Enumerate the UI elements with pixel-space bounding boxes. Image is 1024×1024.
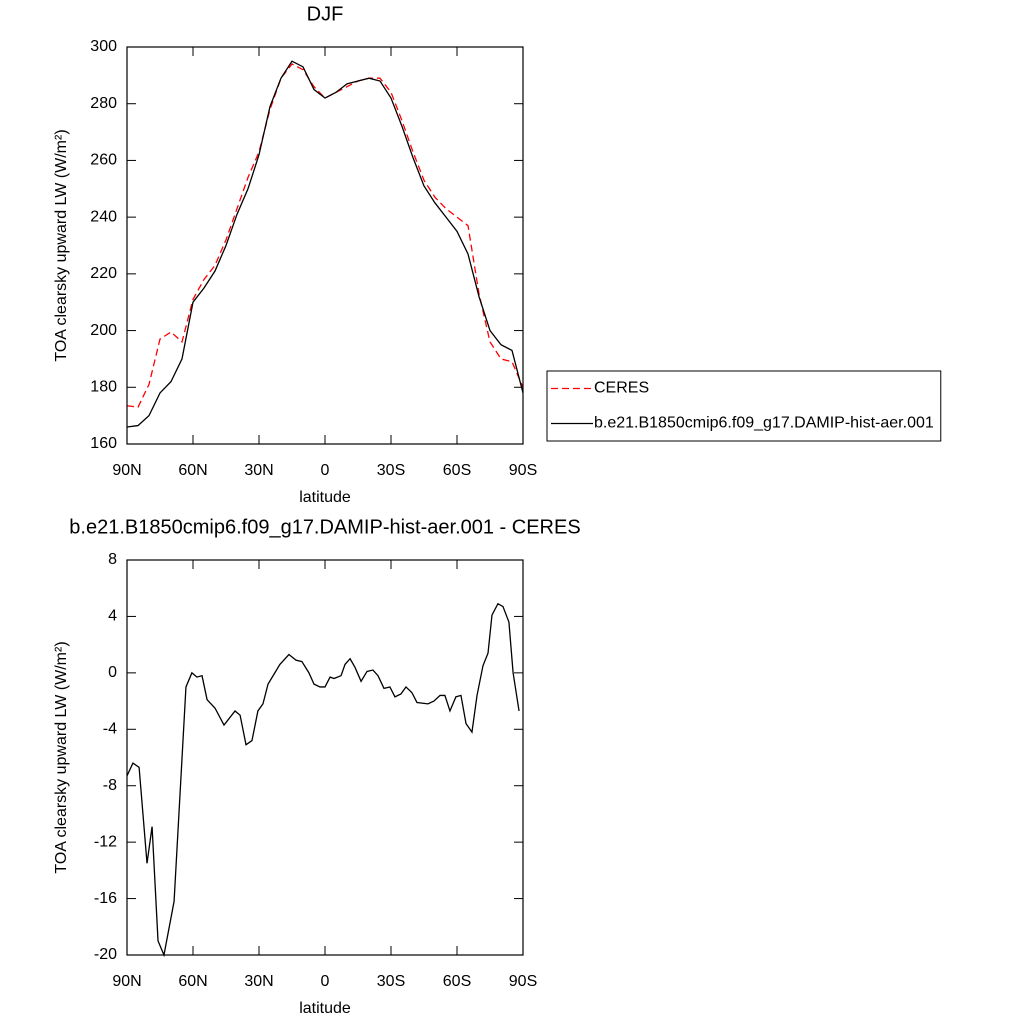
y-tick-label: -12 bbox=[94, 833, 117, 850]
y-tick-label: -20 bbox=[94, 946, 117, 963]
x-tick-label: 90S bbox=[509, 462, 537, 479]
y-tick-label: 300 bbox=[90, 38, 117, 55]
chart-title: DJF bbox=[307, 3, 344, 25]
y-tick-label: 4 bbox=[108, 608, 117, 625]
y-tick-label: 260 bbox=[90, 152, 117, 169]
x-tick-label: 60N bbox=[178, 973, 207, 990]
y-tick-label: 280 bbox=[90, 95, 117, 112]
y-axis-label: TOA clearsky upward LW (W/m²) bbox=[53, 641, 70, 873]
legend-frame bbox=[546, 370, 942, 442]
legend-label: b.e21.B1850cmip6.f09_g17.DAMIP-hist-aer.… bbox=[594, 415, 934, 432]
data-line bbox=[126, 602, 520, 958]
y-tick-label: 8 bbox=[108, 551, 117, 568]
x-tick-label: 30S bbox=[377, 462, 405, 479]
x-tick-label: 0 bbox=[321, 973, 330, 990]
y-tick-label: 0 bbox=[108, 664, 117, 681]
y-tick-label: -16 bbox=[94, 890, 117, 907]
x-tick-label: 30S bbox=[377, 973, 405, 990]
y-tick-label: 180 bbox=[90, 379, 117, 396]
data-line bbox=[126, 60, 524, 428]
x-axis-label: latitude bbox=[299, 1000, 351, 1017]
x-tick-label: 60S bbox=[443, 462, 471, 479]
y-axis-label: TOA clearsky upward LW (W/m²) bbox=[53, 129, 70, 361]
x-tick-label: 90N bbox=[112, 462, 141, 479]
y-tick-label: 200 bbox=[90, 322, 117, 339]
x-tick-label: 0 bbox=[321, 462, 330, 479]
x-tick-label: 90N bbox=[112, 973, 141, 990]
legend-label: CERES bbox=[594, 380, 649, 397]
y-tick-label: 160 bbox=[90, 435, 117, 452]
y-tick-label: 240 bbox=[90, 208, 117, 225]
x-tick-label: 30N bbox=[244, 973, 273, 990]
legend: CERES b.e21.B1850cmip6.f09_g17.DAMIP-hist… bbox=[546, 370, 942, 442]
x-axis-label: latitude bbox=[299, 489, 351, 506]
chart-title: b.e21.B1850cmip6.f09_g17.DAMIP-hist-aer.… bbox=[69, 516, 580, 538]
y-tick-label: 220 bbox=[90, 265, 117, 282]
x-tick-label: 30N bbox=[244, 462, 273, 479]
plot-frame bbox=[126, 559, 524, 956]
plot-frame bbox=[126, 46, 524, 445]
x-tick-label: 60S bbox=[443, 973, 471, 990]
y-tick-label: -4 bbox=[103, 721, 117, 738]
y-tick-label: -8 bbox=[103, 777, 117, 794]
x-tick-label: 90S bbox=[509, 973, 537, 990]
x-tick-label: 60N bbox=[178, 462, 207, 479]
data-line bbox=[126, 63, 524, 408]
